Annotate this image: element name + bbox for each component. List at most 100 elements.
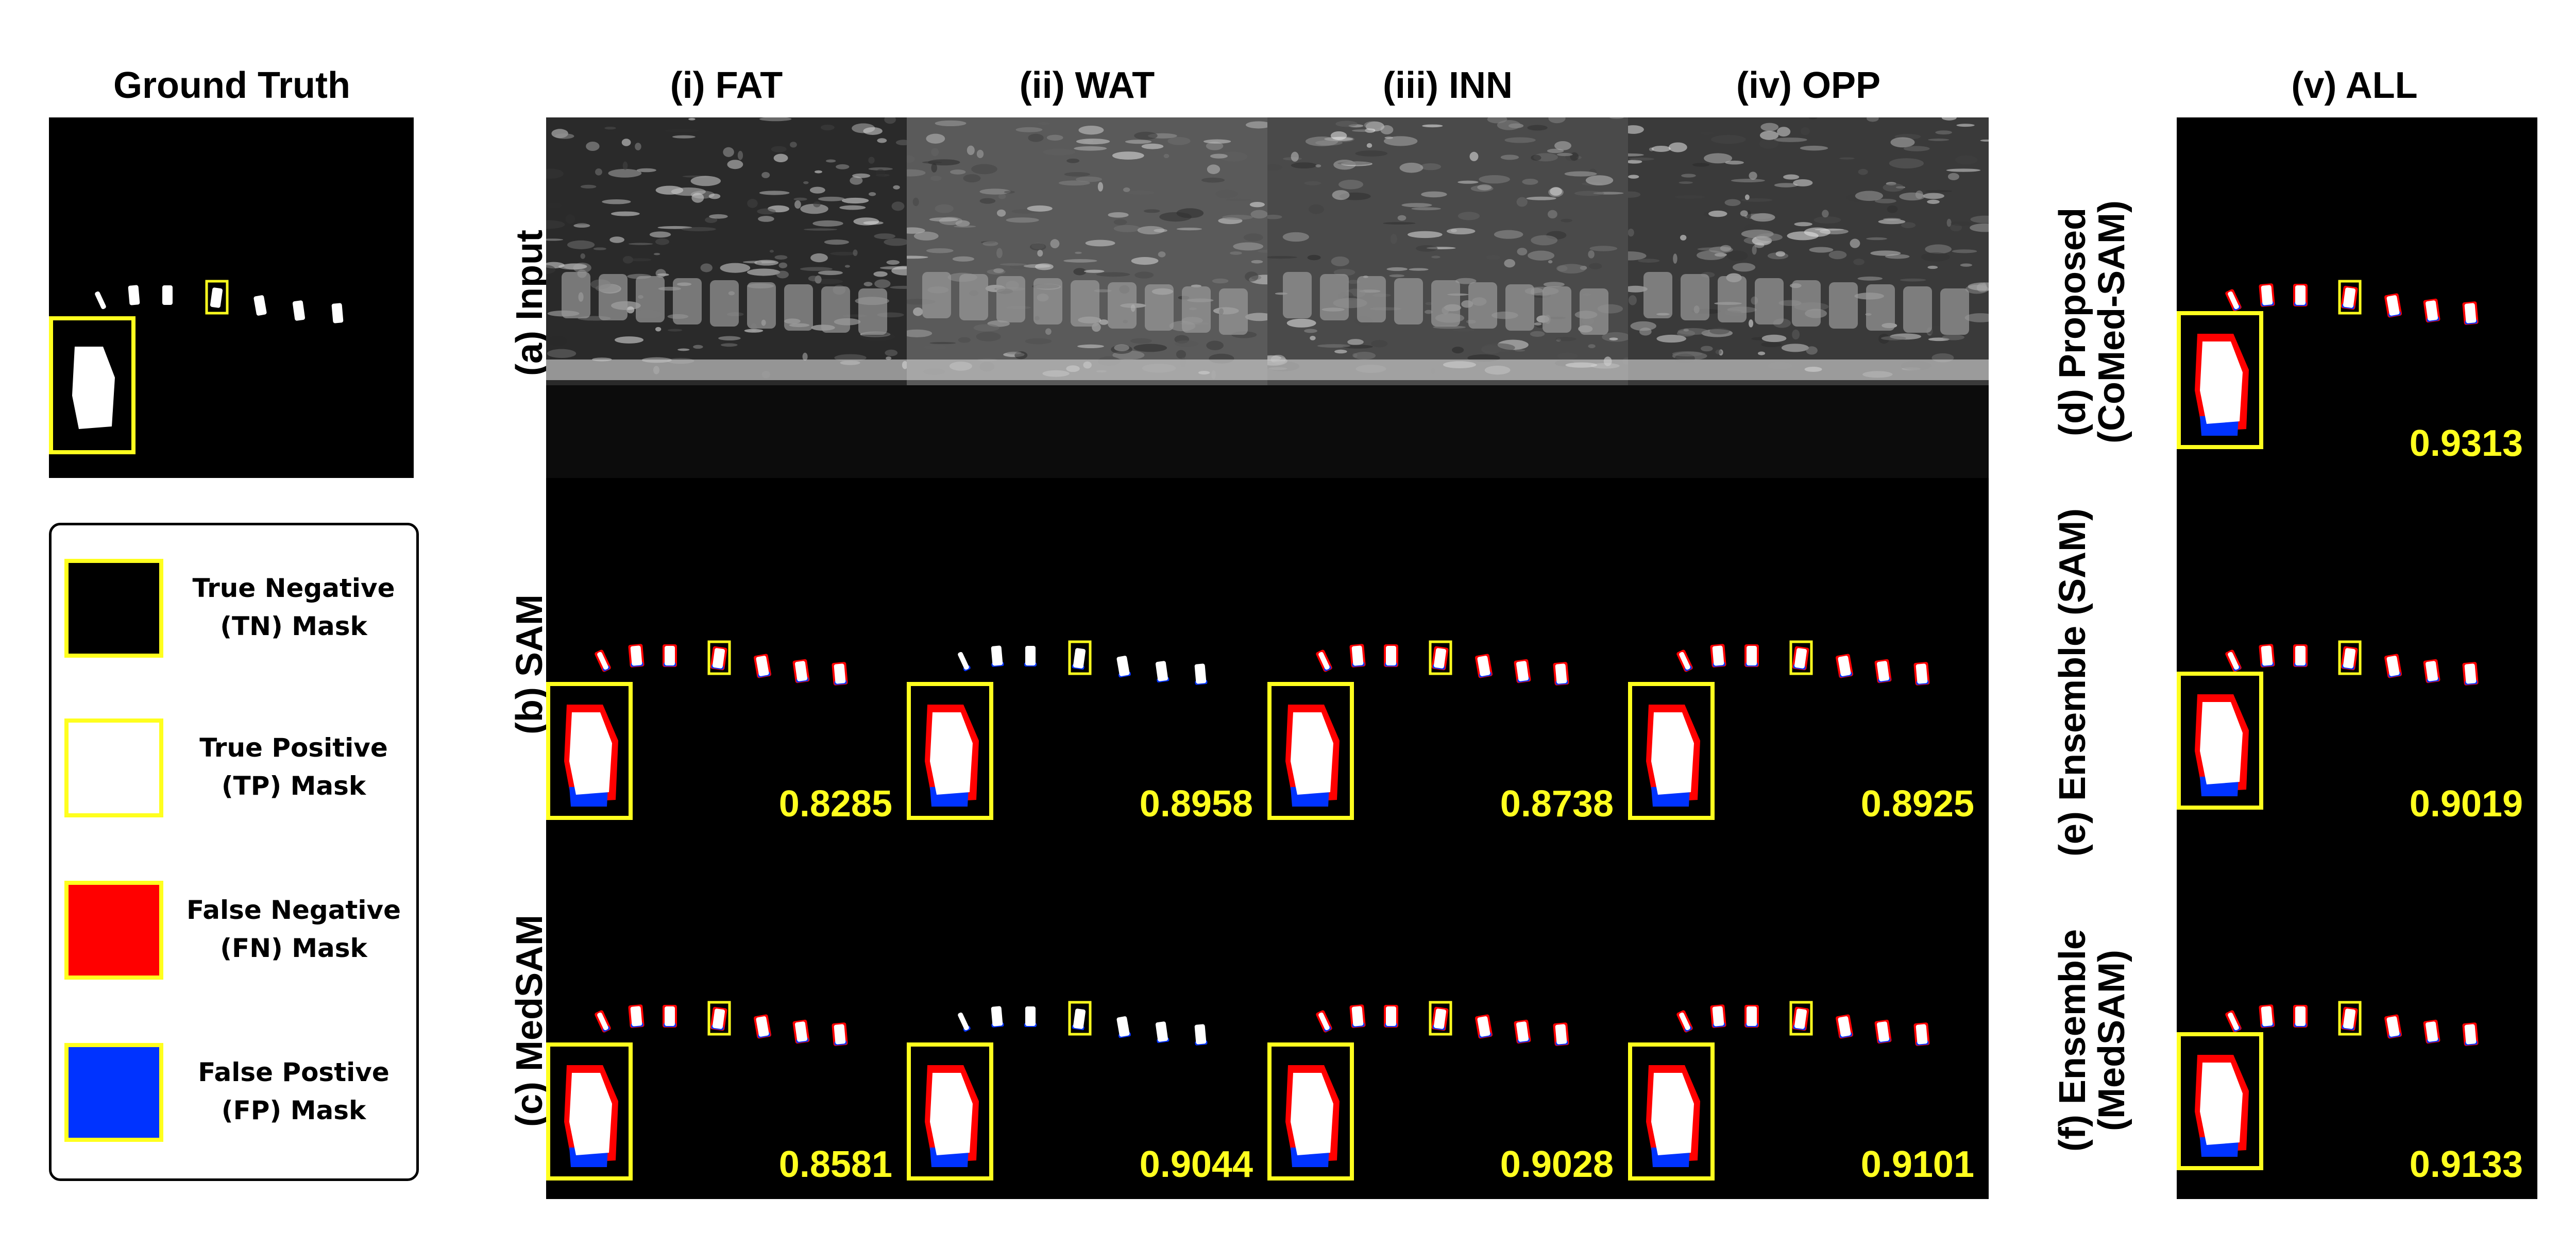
input-panel-wat [907,117,1267,478]
mri-band [1628,360,1989,380]
mri-texture [1759,139,1779,149]
legend-text-tp: True Positive (TP) Mask [180,729,407,805]
mri-texture [1035,263,1054,270]
mri-texture [1108,212,1129,218]
tp-mask-region [2228,652,2239,670]
mri-texture [1028,133,1044,142]
tp-mask-region [1116,1016,1130,1037]
mri-texture [1386,267,1408,271]
vertebra-mask [1384,1005,1398,1028]
mri-texture [1980,139,1989,142]
vertebra-mask [2259,1004,2275,1028]
mri-texture [1804,227,1831,237]
highlight-box [707,640,731,675]
mri-texture [800,203,828,214]
mri-texture [744,329,764,333]
mri-texture [1250,210,1267,219]
mri-texture [1096,272,1130,277]
mri-texture [1112,151,1144,160]
mri-texture [554,133,574,139]
mri-texture [1210,153,1228,159]
tp-mask-region [1876,1021,1890,1042]
mri-texture [1245,313,1267,321]
mri-texture [1335,121,1358,127]
zoom-tp-region [1291,712,1333,795]
mri-texture [1458,180,1479,184]
mri-band [1267,360,1628,380]
tp-mask-region [1477,1016,1490,1037]
mri-texture [996,248,1003,259]
tp-mask-region [834,663,846,684]
mri-texture [1425,302,1433,305]
mri-texture [1125,140,1152,144]
mri-texture [1389,274,1405,278]
vertebra-mask [95,291,106,310]
mri-vertebra [821,286,850,333]
mri-texture [1338,179,1364,190]
mri-texture [1334,349,1347,354]
column-title-fat: (i) FAT [670,65,783,106]
tp-mask-region [1351,645,1364,666]
mri-texture [1317,344,1351,348]
mri-texture [1130,338,1152,344]
mri-texture [1494,230,1523,239]
mri-texture [1158,251,1166,258]
vertebra-mask [1836,1014,1853,1039]
mri-texture [1075,251,1082,254]
mri-texture [1133,344,1167,352]
zoom-tp-region [930,1073,973,1155]
input-panel-inn [1267,117,1628,478]
vertebra-mask [1475,1014,1493,1039]
vertebra-mask [1024,1006,1037,1027]
mri-texture [1970,215,1989,224]
mri-texture [1970,223,1989,232]
tp-mask-region [210,287,223,308]
legend-label-tn: True Negative [192,573,395,603]
tp-mask-region [756,1016,769,1037]
tp-mask-region [1194,1024,1207,1045]
tp-mask-region [712,1008,725,1029]
vertebra-mask [2341,285,2358,310]
mri-texture [924,345,947,350]
mri-texture [863,282,873,286]
mri-texture [1383,136,1418,146]
mri-texture [1450,229,1457,232]
ensemble-sam-score: 0.9019 [2409,783,2523,825]
mri-texture [628,243,653,245]
mri-texture [665,128,699,132]
tp-mask-region [1916,1024,1928,1045]
mri-vertebra [562,272,590,318]
mri-texture [681,227,716,231]
mri-texture [1947,173,1959,180]
mri-vertebra [1505,284,1534,331]
mri-texture [1304,181,1321,185]
vertebra-mask [2384,293,2402,318]
vertebra-mask [595,649,611,672]
mri-texture [580,253,585,259]
mri-texture [1760,123,1779,131]
mri-texture [907,155,915,163]
mri-texture [874,233,895,239]
row-label-ensemble-sam: (e) Ensemble (SAM) [2052,508,2093,857]
mri-texture [1230,251,1242,255]
ground-truth-title: Ground Truth [113,65,350,106]
mri-texture [1628,175,1639,179]
mri-texture [1757,351,1766,355]
mri-texture [1692,163,1710,167]
mri-texture [709,214,728,219]
mri-vertebra [710,280,739,327]
vertebra-mask [1792,646,1809,671]
mri-texture [907,329,933,337]
mri-vertebra [1792,280,1821,327]
mri-texture [1732,263,1756,272]
mri-texture [996,209,1006,217]
mri-texture [1744,213,1772,219]
mri-texture [1720,245,1732,252]
mri-texture [1747,210,1751,219]
mri-texture [891,201,905,211]
vertebra-mask [628,1004,645,1028]
mri-texture [629,258,652,262]
mri-texture [1134,131,1158,140]
vertebra-mask [2259,283,2275,307]
mri-texture [1870,250,1901,256]
